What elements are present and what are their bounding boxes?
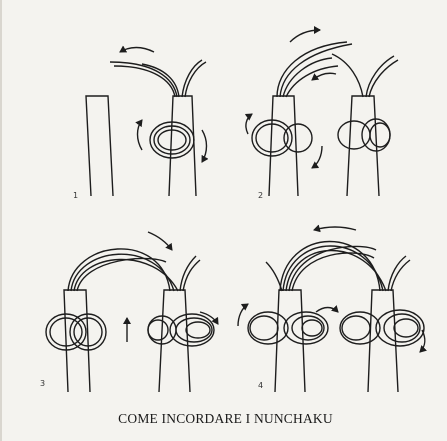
arrow-right (311, 145, 323, 169)
arrow-top (289, 26, 321, 43)
arrow-top (147, 231, 173, 251)
arrow-left (244, 113, 253, 135)
step-number-3: 3 (40, 379, 46, 388)
coil-left (251, 119, 293, 157)
arrow-right (419, 329, 428, 353)
arrow-right (201, 129, 209, 163)
stick-left (63, 289, 91, 393)
arrow-left (237, 303, 249, 327)
panel-2 (244, 26, 399, 197)
coil (149, 121, 195, 159)
step-number-1: 1 (73, 191, 79, 200)
arrow-top (119, 45, 155, 53)
strands (279, 240, 381, 292)
coil-left (247, 311, 289, 345)
strands (67, 248, 171, 292)
stick-left (85, 95, 114, 197)
arrow-left (135, 119, 143, 151)
stick-left (268, 95, 299, 197)
strands (113, 65, 176, 98)
arrow-top (313, 224, 357, 233)
arrow-mid (315, 304, 339, 313)
step-number-2: 2 (258, 191, 264, 200)
panel-3 (45, 231, 219, 393)
panel-1 (85, 45, 209, 197)
arrow-mid (311, 72, 337, 81)
step-number-4: 4 (258, 381, 264, 390)
coil-left (45, 313, 87, 351)
coil-right (339, 311, 381, 345)
panel-4 (237, 224, 428, 393)
stick-left (274, 289, 306, 393)
arrow-right (199, 311, 219, 325)
diagram-caption: COME INCORDARE I NUNCHAKU (118, 411, 333, 426)
strands (276, 41, 348, 98)
